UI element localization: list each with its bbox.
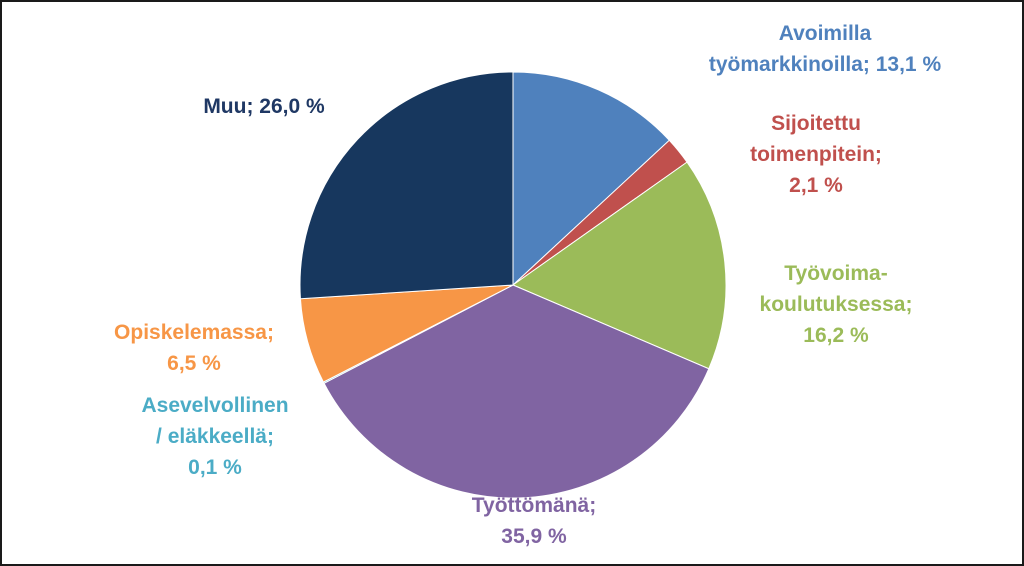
slice-label-2-line-1: koulutuksessa; xyxy=(760,293,913,316)
pie-slices xyxy=(299,71,727,499)
slice-label-4-line-0: Asevelvollinen xyxy=(141,394,288,417)
slice-label-3: Työttömänä; 35,9 % xyxy=(472,494,596,548)
slice-label-0-line-1: työmarkkinoilla; 13,1 % xyxy=(709,53,942,76)
slice-label-6-line-0: Muu; 26,0 % xyxy=(203,95,325,118)
slice-label-4: Asevelvollinen / eläkkeellä; 0,1 % xyxy=(141,394,288,479)
slice-label-0: Avoimilla työmarkkinoilla; 13,1 % xyxy=(709,22,942,76)
slice-label-3-line-1: 35,9 % xyxy=(501,525,567,548)
slice-label-2: Työvoima-koulutuksessa; 16,2 % xyxy=(760,262,913,347)
slice-label-2-line-2: 16,2 % xyxy=(803,324,869,347)
pie-slice-6 xyxy=(299,71,514,300)
pie-slice-2 xyxy=(511,161,727,370)
slice-label-1-line-2: 2,1 % xyxy=(789,174,843,197)
pie-slice-3 xyxy=(323,284,710,499)
slice-label-6: Muu; 26,0 % xyxy=(203,95,325,118)
slice-label-1: Sijoitettu toimenpitein; 2,1 % xyxy=(750,112,882,197)
slice-label-5-line-0: Opiskelemassa; xyxy=(114,321,274,344)
slice-label-4-line-2: 0,1 % xyxy=(188,456,242,479)
slice-label-4-line-1: / eläkkeellä; xyxy=(156,425,274,448)
slice-label-1-line-0: Sijoitettu xyxy=(771,112,861,135)
slice-label-2-line-0: Työvoima- xyxy=(784,262,887,285)
slice-label-1-line-1: toimenpitein; xyxy=(750,143,882,166)
slice-label-3-line-0: Työttömänä; xyxy=(472,494,596,517)
pie-labels: Avoimilla työmarkkinoilla; 13,1 % Sijoitet… xyxy=(114,22,941,548)
slice-label-0-line-0: Avoimilla xyxy=(779,22,872,45)
pie-slice-0 xyxy=(512,71,671,287)
slice-label-5-line-1: 6,5 % xyxy=(167,352,221,375)
slice-label-5: Opiskelemassa; 6,5 % xyxy=(114,321,274,375)
